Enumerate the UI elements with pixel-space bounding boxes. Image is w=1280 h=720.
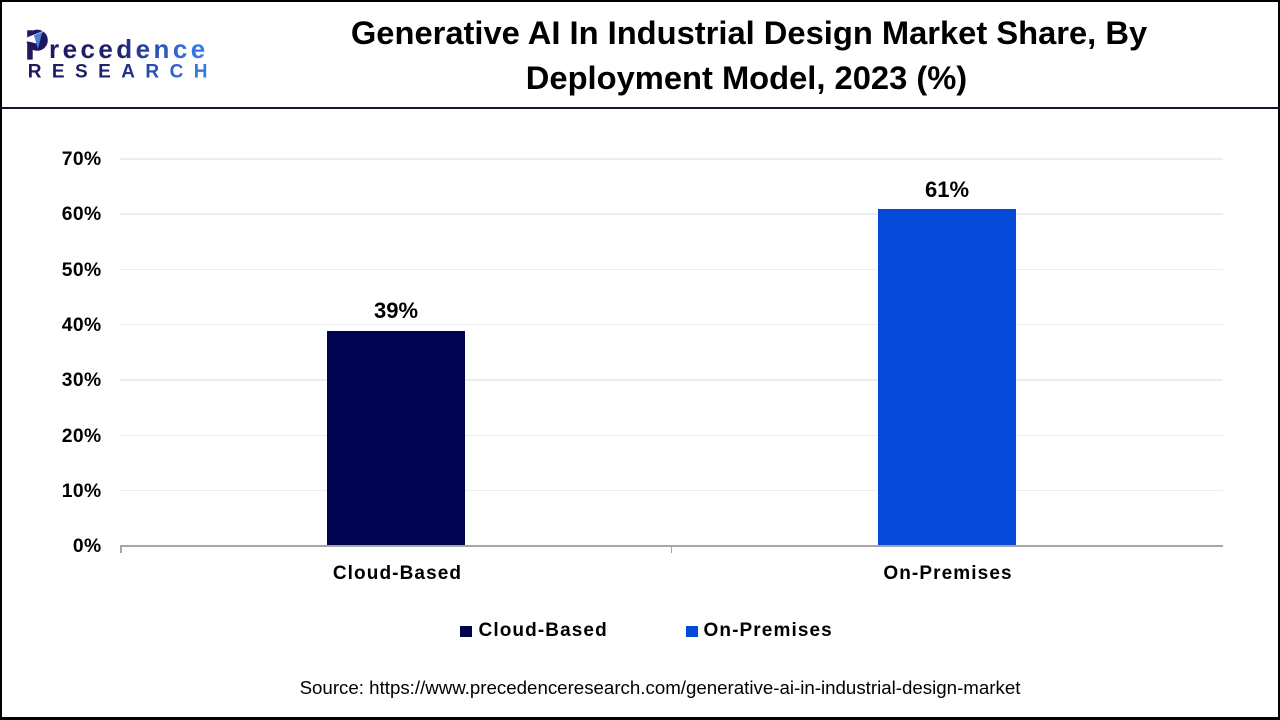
svg-text:recedence: recedence — [49, 34, 209, 64]
svg-text:RESEARCH: RESEARCH — [28, 62, 218, 83]
